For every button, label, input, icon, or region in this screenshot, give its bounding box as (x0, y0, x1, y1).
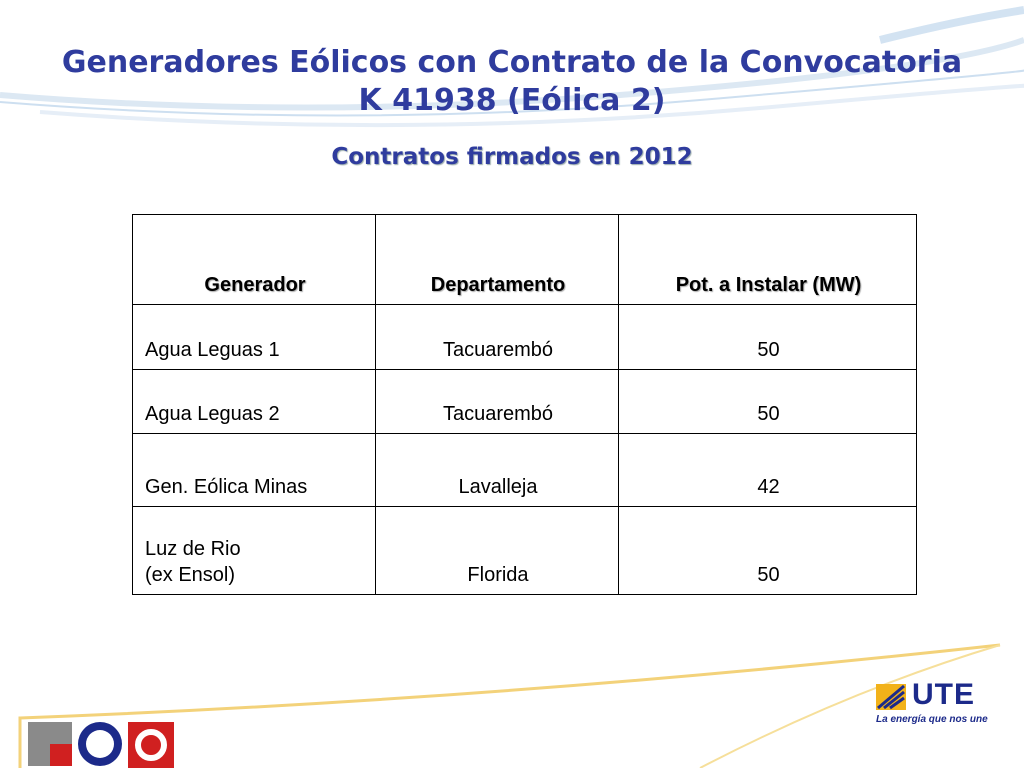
table-row: Luz de Rio (ex Ensol) Florida 50 (132, 506, 917, 595)
table-cell: Agua Leguas 2 (132, 369, 376, 434)
certification-logos (28, 722, 174, 768)
table-cell: 50 (618, 506, 917, 595)
logo-text: UTE (912, 678, 975, 711)
table-cell: Florida (375, 506, 619, 595)
table-cell: Tacuarembó (375, 304, 619, 370)
table-cell: Lavalleja (375, 433, 619, 507)
table-row: Gen. Eólica Minas Lavalleja 42 (132, 433, 917, 507)
logo-tagline: La energía que nos une (876, 714, 988, 725)
column-header: Departamento (375, 214, 619, 305)
table-row: Agua Leguas 2 Tacuarembó 50 (132, 369, 917, 434)
ute-logo-mark (876, 684, 906, 710)
table-cell: Agua Leguas 1 (132, 304, 376, 370)
table-cell: Gen. Eólica Minas (132, 433, 376, 507)
table-cell: 50 (618, 369, 917, 434)
header-row: Generador Departamento Pot. a Instalar (… (132, 214, 917, 305)
table-cell: 50 (618, 304, 917, 370)
slide-subtitle: Contratos firmados en 2012 (331, 144, 693, 170)
table-cell: Luz de Rio (ex Ensol) (132, 506, 376, 595)
slide-title: Generadores Eólicos con Contrato de la C… (61, 45, 963, 118)
table-cell: 42 (618, 433, 917, 507)
contracts-table: Generador Departamento Pot. a Instalar (… (132, 214, 917, 595)
column-header: Generador (132, 214, 376, 305)
table-row: Agua Leguas 1 Tacuarembó 50 (132, 304, 917, 370)
table-cell: Tacuarembó (375, 369, 619, 434)
column-header: Pot. a Instalar (MW) (618, 214, 917, 305)
